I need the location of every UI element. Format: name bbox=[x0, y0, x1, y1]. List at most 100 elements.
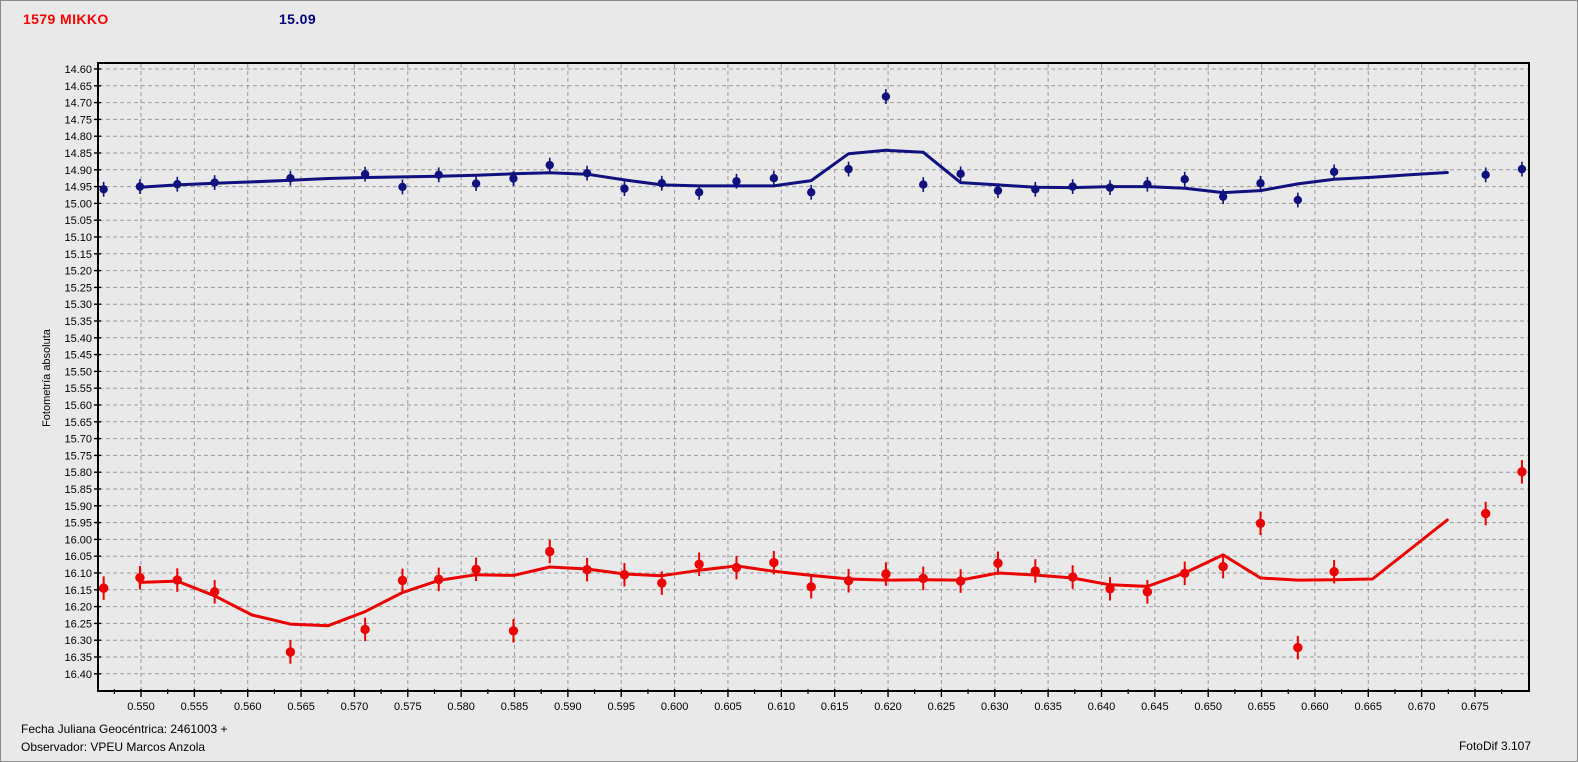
y-tick-label: 16.20 bbox=[64, 602, 92, 614]
x-tick-label: 0.590 bbox=[554, 701, 582, 713]
y-tick-label: 16.10 bbox=[64, 568, 92, 580]
target-curve-red-point bbox=[1517, 467, 1527, 477]
y-tick-label: 15.35 bbox=[64, 316, 92, 328]
comparison-curve-blue-point bbox=[1329, 167, 1339, 177]
y-tick-label: 14.85 bbox=[64, 148, 92, 160]
x-tick-label: 0.610 bbox=[768, 701, 796, 713]
comparison-curve-blue-point bbox=[732, 177, 741, 186]
x-tick-label: 0.640 bbox=[1088, 701, 1116, 713]
plot-frame bbox=[97, 62, 1530, 692]
y-tick-label: 15.80 bbox=[64, 467, 92, 479]
y-tick-label: 14.75 bbox=[64, 114, 92, 126]
comparison-curve-blue-point bbox=[398, 182, 407, 192]
x-tick-label: 0.645 bbox=[1141, 701, 1169, 713]
comparison-curve-blue-point bbox=[99, 185, 108, 194]
target-curve-red-point bbox=[1218, 561, 1228, 572]
target-curve-red-point bbox=[694, 559, 704, 569]
y-tick-label: 14.90 bbox=[64, 165, 92, 177]
app-version-label: FotoDif 3.107 bbox=[1458, 739, 1531, 753]
y-tick-label: 15.75 bbox=[64, 450, 92, 462]
x-tick-label: 0.550 bbox=[127, 701, 155, 713]
comparison-curve-blue-point bbox=[620, 184, 629, 193]
target-curve-red-point bbox=[881, 569, 891, 579]
x-tick-label: 0.570 bbox=[341, 701, 369, 713]
y-tick-label: 15.30 bbox=[64, 299, 92, 311]
comparison-curve-blue-fit-line bbox=[138, 148, 1449, 195]
comparison-curve-blue-point bbox=[1218, 192, 1228, 201]
y-tick-label: 16.40 bbox=[64, 669, 92, 681]
y-tick-label: 15.40 bbox=[64, 333, 92, 345]
x-tick-label: 0.555 bbox=[181, 701, 209, 713]
target-curve-red-fit-line bbox=[138, 518, 1449, 628]
y-tick-label: 14.95 bbox=[64, 182, 92, 194]
target-curve-red-point bbox=[1255, 518, 1266, 528]
target-curve-red-point bbox=[993, 558, 1003, 568]
target-curve-red-point bbox=[1480, 508, 1491, 519]
object-title: 1579 MIKKO bbox=[23, 11, 109, 27]
comparison-curve-blue-point bbox=[1256, 179, 1265, 188]
x-tick-label: 0.575 bbox=[394, 701, 422, 713]
x-tick-label: 0.600 bbox=[661, 701, 689, 713]
x-tick-label: 0.560 bbox=[234, 701, 262, 713]
comparison-curve-blue-point bbox=[956, 169, 965, 179]
comparison-curve-blue-point bbox=[881, 92, 891, 101]
comparison-curve-blue-point bbox=[1517, 164, 1527, 174]
y-tick-label: 15.55 bbox=[64, 383, 92, 395]
target-curve-red-point bbox=[1142, 587, 1153, 597]
x-tick-label: 0.625 bbox=[928, 701, 956, 713]
comparison-curve-blue-point bbox=[471, 179, 481, 188]
x-tick-label: 0.620 bbox=[874, 701, 902, 713]
target-curve-red-point bbox=[471, 564, 481, 575]
y-tick-label: 15.70 bbox=[64, 434, 92, 446]
x-tick-label: 0.655 bbox=[1248, 701, 1276, 713]
y-tick-label: 15.10 bbox=[64, 232, 92, 244]
y-tick-label: 15.15 bbox=[64, 249, 92, 261]
target-curve-red-point bbox=[285, 647, 296, 657]
y-tick-label: 15.50 bbox=[64, 366, 92, 378]
comparison-curve-blue-point bbox=[1293, 195, 1303, 205]
target-curve-red-point bbox=[545, 546, 555, 557]
y-tick-label: 15.85 bbox=[64, 484, 92, 496]
y-tick-label: 15.95 bbox=[64, 518, 92, 530]
x-tick-label: 0.635 bbox=[1034, 701, 1062, 713]
y-tick-label: 15.05 bbox=[64, 215, 92, 227]
y-tick-label: 14.60 bbox=[64, 64, 92, 76]
y-tick-label: 14.65 bbox=[64, 81, 92, 93]
x-tick-label: 0.660 bbox=[1301, 701, 1329, 713]
y-tick-label: 15.00 bbox=[64, 198, 92, 210]
x-tick-label: 0.595 bbox=[607, 701, 635, 713]
comparison-curve-blue-point bbox=[844, 164, 853, 174]
y-tick-label: 16.00 bbox=[64, 534, 92, 546]
y-tick-label: 15.25 bbox=[64, 282, 92, 294]
comparison-curve-blue-point bbox=[509, 174, 518, 183]
x-tick-label: 0.615 bbox=[821, 701, 849, 713]
comparison-curve-blue-point bbox=[919, 180, 928, 189]
y-tick-label: 16.25 bbox=[64, 618, 92, 630]
x-tick-label: 0.565 bbox=[287, 701, 315, 713]
target-curve-red-point bbox=[98, 583, 109, 593]
comparison-curve-blue-point bbox=[545, 160, 554, 170]
comparison-curve-blue-point bbox=[807, 188, 816, 197]
y-tick-label: 15.60 bbox=[64, 400, 92, 412]
target-curve-red-point bbox=[135, 573, 145, 583]
y-tick-label: 14.80 bbox=[64, 131, 92, 143]
x-tick-label: 0.585 bbox=[501, 701, 529, 713]
observer-label: Observador: VPEU Marcos Anzola bbox=[21, 740, 206, 754]
x-tick-label: 0.665 bbox=[1355, 701, 1383, 713]
target-curve-red-point bbox=[769, 557, 779, 568]
x-tick-label: 0.605 bbox=[714, 701, 742, 713]
x-tick-label: 0.580 bbox=[447, 701, 475, 713]
y-tick-label: 14.70 bbox=[64, 98, 92, 110]
y-tick-label: 15.20 bbox=[64, 266, 92, 278]
y-tick-label: 16.35 bbox=[64, 652, 92, 664]
comparison-curve-blue-point bbox=[1481, 170, 1490, 180]
target-curve-red-point bbox=[1105, 584, 1115, 594]
x-tick-label: 0.670 bbox=[1408, 701, 1436, 713]
x-tick-label: 0.675 bbox=[1461, 701, 1489, 713]
y-tick-label: 16.30 bbox=[64, 635, 92, 647]
comparison-curve-blue-point bbox=[694, 188, 704, 197]
comparison-curve-blue-point bbox=[993, 186, 1003, 195]
target-curve-red-point bbox=[397, 575, 408, 586]
